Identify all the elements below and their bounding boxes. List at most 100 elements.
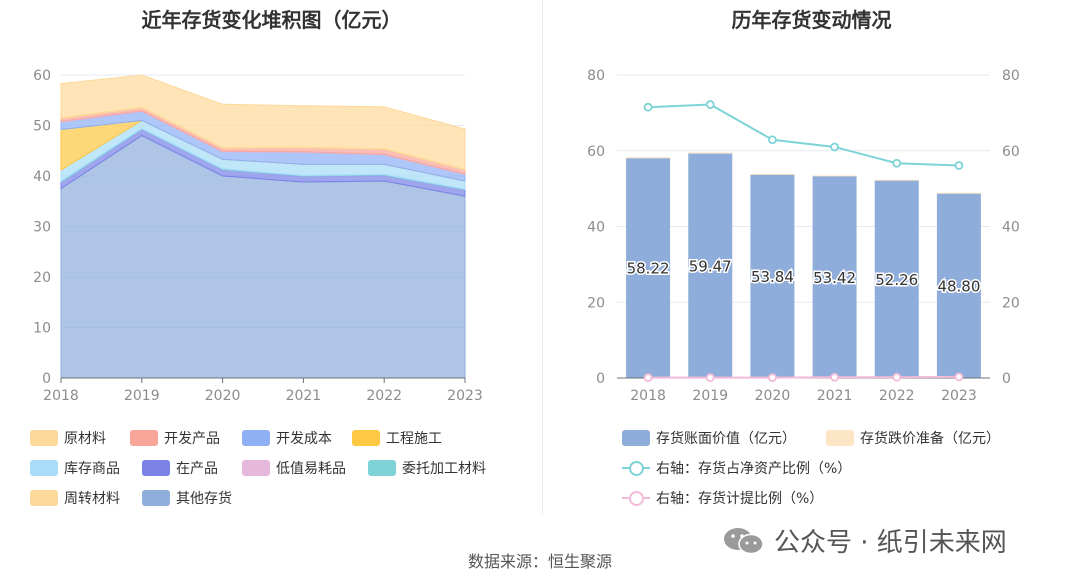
x-tick-label: 2021 — [286, 388, 322, 404]
x-tick-label: 2019 — [124, 388, 160, 404]
line-net-asset-ratio-point — [954, 161, 964, 170]
y-tick-label: 30 — [33, 220, 51, 236]
legend-label: 低值易耗品 — [276, 461, 346, 477]
bar-reserve — [688, 152, 733, 154]
legend-item-provision-ratio[interactable]: 右轴：存货计提比例（%） — [622, 488, 823, 508]
legend-label: 存货跌价准备（亿元） — [860, 431, 1000, 447]
legend-swatch — [622, 430, 650, 446]
legend-item-other[interactable]: 其他存货 — [142, 488, 232, 508]
x-tick-label: 2023 — [447, 388, 483, 404]
legend-line-swatch — [622, 490, 650, 506]
bar-data-label: 53.84 — [751, 268, 794, 286]
legend-label: 右轴：存货计提比例（%） — [656, 491, 824, 507]
area-series-原材料 — [60, 74, 466, 171]
bar-book-value — [626, 157, 671, 378]
watermark-text: 公众号 · 纸引未来网 — [774, 528, 1007, 558]
wechat-icon — [722, 526, 766, 556]
legend-swatch — [142, 460, 170, 476]
legend-item-construction[interactable]: 工程施工 — [352, 428, 442, 448]
legend-swatch — [826, 430, 854, 446]
legend-swatch — [30, 490, 58, 506]
line-provision-ratio-point — [705, 373, 715, 383]
x-tick-label: 2018 — [630, 388, 666, 404]
bar-reserve — [936, 192, 981, 194]
legend-label: 周转材料 — [64, 491, 120, 507]
legend-line-swatch — [622, 460, 650, 476]
bar-book-value — [874, 180, 919, 378]
legend-item-wip[interactable]: 在产品 — [142, 458, 218, 478]
stacked-area-chart: 0 10 20 30 40 50 60 2018 2019 2020 2021 2022 2023 — [33, 68, 483, 404]
legend-item-reserve[interactable]: 存货跌价准备（亿元） — [826, 428, 1000, 448]
legend-item-dev-cost[interactable]: 开发成本 — [242, 428, 332, 448]
line-provision-ratio-point — [954, 372, 964, 382]
legend-label: 开发产品 — [164, 431, 220, 447]
legend-item-consigned[interactable]: 委托加工材料 — [368, 458, 486, 478]
x-tick-label: 2023 — [941, 388, 977, 404]
y-tick-label: 20 — [33, 270, 51, 286]
legend-label: 在产品 — [176, 461, 218, 477]
legend-label: 委托加工材料 — [402, 461, 486, 477]
y-tick-label: 60 — [33, 68, 51, 84]
y2-tick-label: 20 — [1002, 295, 1020, 311]
legend-swatch — [30, 460, 58, 476]
line-net-asset-ratio-point — [643, 102, 653, 112]
legend-label: 开发成本 — [276, 431, 332, 447]
legend-swatch — [242, 460, 270, 476]
bar-book-value — [812, 175, 857, 378]
legend-item-book-value[interactable]: 存货账面价值（亿元） — [622, 428, 796, 448]
x-tick-label: 2022 — [366, 388, 402, 404]
x-tick-label: 2020 — [755, 388, 791, 404]
y-tick-label: 40 — [33, 169, 51, 185]
right-chart-title: 历年存货变动情况 — [731, 8, 892, 32]
legend-item-goods[interactable]: 库存商品 — [30, 458, 120, 478]
bar-data-label: 53.42 — [813, 269, 856, 287]
y2-tick-label: 40 — [1002, 220, 1020, 236]
bar-reserve — [874, 179, 919, 181]
legend-label: 存货账面价值（亿元） — [656, 431, 796, 447]
panel-divider — [542, 0, 543, 515]
x-tick-label: 2018 — [43, 388, 79, 404]
bar-data-label: 59.47 — [689, 257, 732, 275]
line-provision-ratio-point — [830, 372, 839, 382]
legend-label: 工程施工 — [386, 431, 442, 447]
line-provision-ratio — [648, 375, 959, 379]
legend-swatch — [142, 490, 170, 506]
y-tick-label: 10 — [33, 321, 51, 337]
y2-tick-label: 60 — [1002, 144, 1020, 160]
y-tick-label: 60 — [587, 144, 605, 160]
legend-item-raw-material[interactable]: 原材料 — [30, 428, 106, 448]
bar-reserve — [626, 157, 671, 159]
line-net-asset-ratio-point — [768, 135, 777, 145]
bar-data-label: 58.22 — [627, 260, 670, 278]
legend-label: 其他存货 — [176, 491, 232, 507]
legend-swatch — [368, 460, 396, 476]
bar-data-label: 48.80 — [937, 278, 980, 296]
bar-book-value — [936, 193, 981, 378]
left-chart-title: 近年存货变化堆积图（亿元） — [141, 8, 402, 32]
legend-item-dev-product[interactable]: 开发产品 — [130, 428, 220, 448]
y-tick-label: 0 — [596, 371, 605, 387]
watermark: 公众号 · 纸引未来网 — [722, 522, 1007, 559]
bar-reserve — [812, 175, 857, 177]
legend-swatch — [130, 430, 158, 446]
line-provision-ratio-point — [643, 373, 653, 383]
x-tick-label: 2019 — [692, 388, 728, 404]
y-tick-label: 20 — [587, 295, 605, 311]
line-net-asset-ratio-point — [705, 100, 715, 109]
legend-item-low-value[interactable]: 低值易耗品 — [242, 458, 346, 478]
x-tick-label: 2020 — [205, 388, 241, 404]
legend-swatch — [352, 430, 380, 446]
y2-tick-label: 80 — [1002, 68, 1020, 84]
bar-data-label: 52.26 — [875, 271, 918, 289]
y-tick-label: 0 — [42, 371, 51, 387]
line-provision-ratio-point — [768, 373, 777, 383]
legend-label: 库存商品 — [64, 461, 120, 477]
legend-label: 原材料 — [64, 431, 106, 447]
legend-swatch — [30, 430, 58, 446]
x-tick-label: 2021 — [817, 388, 853, 404]
line-net-asset-ratio — [648, 103, 959, 167]
legend-item-turnover[interactable]: 周转材料 — [30, 488, 120, 508]
bar-book-value — [750, 174, 795, 378]
legend-item-net-asset-ratio[interactable]: 右轴：存货占净资产比例（%） — [622, 458, 851, 478]
line-net-asset-ratio-point — [892, 158, 902, 168]
